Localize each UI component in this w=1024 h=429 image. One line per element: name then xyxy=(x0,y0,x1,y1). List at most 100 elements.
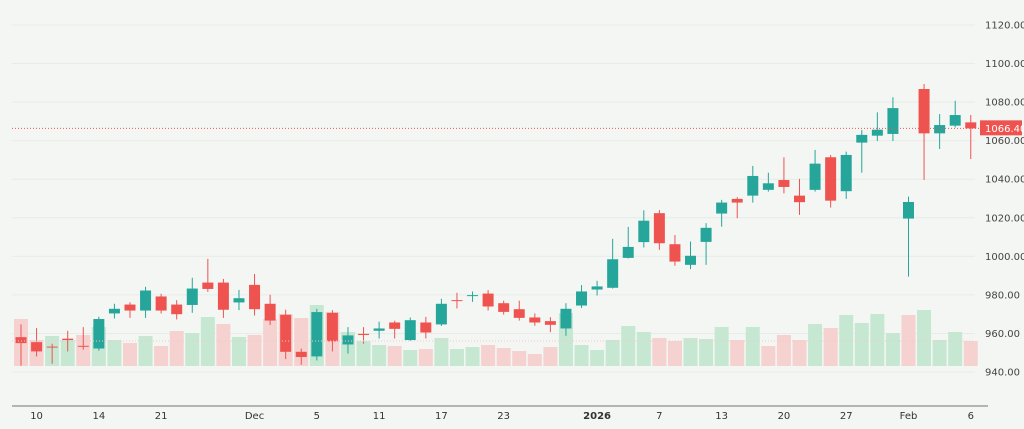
volume-bar xyxy=(543,347,558,366)
candle-body xyxy=(949,115,961,126)
candle-body xyxy=(435,303,447,325)
candle xyxy=(186,277,198,313)
volume-bar xyxy=(948,332,963,366)
y-tick-label: 960.00 xyxy=(985,329,1020,340)
candle-body xyxy=(778,180,790,187)
candle xyxy=(825,154,837,208)
volume-bar xyxy=(761,346,776,366)
y-tick-label: 1120.00 xyxy=(985,21,1024,32)
candle xyxy=(77,327,89,350)
candle-body xyxy=(202,282,214,289)
candle xyxy=(404,317,416,341)
candle-body xyxy=(794,195,805,203)
volume-bar xyxy=(185,333,200,366)
volume-bar xyxy=(808,324,823,366)
candle-body xyxy=(871,129,883,136)
candle-body xyxy=(762,183,774,190)
volume-bar xyxy=(590,350,605,366)
volume-bar xyxy=(823,328,838,366)
candle xyxy=(264,294,276,325)
candle-body xyxy=(685,255,697,265)
candle xyxy=(576,285,588,309)
y-tick-label: 1000.00 xyxy=(985,252,1024,263)
candle xyxy=(778,157,790,194)
candle-body xyxy=(155,296,167,311)
candle xyxy=(202,258,214,292)
candle xyxy=(560,303,572,336)
volume-bar xyxy=(932,340,947,366)
volume-bar xyxy=(854,323,869,366)
volume-bar xyxy=(885,333,900,366)
candle-body xyxy=(467,295,479,297)
volume-bar xyxy=(107,340,122,366)
volume-bar xyxy=(683,338,698,366)
candle-body xyxy=(264,303,276,321)
volume-bar xyxy=(667,341,682,366)
candle-body xyxy=(342,335,354,345)
last-price-label: 1066.40 xyxy=(985,124,1024,135)
volume-bar xyxy=(776,335,791,366)
candle-body xyxy=(124,304,136,311)
volume-bar xyxy=(387,346,402,366)
candle xyxy=(529,313,541,326)
candle xyxy=(934,114,946,149)
volume-bar xyxy=(745,327,760,366)
x-tick-label: 27 xyxy=(840,411,853,422)
volume-bar xyxy=(621,326,636,366)
volume-bar xyxy=(138,336,153,366)
volume-bar xyxy=(636,332,651,366)
candle xyxy=(794,178,805,215)
volume-bar xyxy=(963,341,978,366)
candle-body xyxy=(498,303,510,312)
volume-bar xyxy=(434,338,449,366)
x-axis[interactable]: 10 14 21 Dec 5 11 17 23 2026 7 13 20 27 Feb 6 xyxy=(12,405,988,422)
y-tick-label: 1060.00 xyxy=(985,136,1024,147)
candle xyxy=(809,149,821,192)
candle xyxy=(467,291,479,302)
candle-body xyxy=(217,282,229,310)
candle-body xyxy=(15,337,27,344)
y-tick-label: 1020.00 xyxy=(985,213,1024,224)
y-tick-label: 940.00 xyxy=(985,368,1020,379)
candle xyxy=(280,309,292,360)
y-tick-label: 1080.00 xyxy=(985,98,1024,109)
candle xyxy=(902,196,914,277)
candle-body xyxy=(576,291,588,306)
candle xyxy=(140,286,152,318)
candle-body xyxy=(965,122,977,129)
candle xyxy=(420,316,432,339)
candle-body xyxy=(420,322,432,333)
candle xyxy=(591,280,603,296)
volume-bar xyxy=(372,345,387,366)
volume-bar xyxy=(216,324,231,366)
y-axis[interactable]: 1120.00 1100.00 1080.00 1060.00 1040.00 1020.… xyxy=(985,21,1024,379)
candle xyxy=(622,226,634,259)
candle-body xyxy=(46,346,58,348)
volume-bar xyxy=(263,319,278,366)
volume-bar xyxy=(76,335,91,366)
x-tick-label: 17 xyxy=(435,411,448,422)
candle xyxy=(965,115,977,159)
candle xyxy=(482,290,494,311)
candle xyxy=(311,308,323,361)
candle xyxy=(949,100,961,128)
volume-bar xyxy=(901,315,916,366)
volume-bar xyxy=(714,327,729,366)
volume-bar xyxy=(231,337,246,366)
candle-body xyxy=(295,351,307,358)
candle xyxy=(731,197,743,219)
candle-body xyxy=(887,108,899,134)
volume-bar xyxy=(60,340,75,366)
candle-body xyxy=(669,244,681,262)
candle xyxy=(233,289,245,311)
y-tick-label: 980.00 xyxy=(985,290,1020,301)
x-tick-label: 5 xyxy=(314,411,320,422)
candle xyxy=(871,112,883,142)
volume-bar xyxy=(154,346,169,366)
candle-body xyxy=(249,284,261,310)
x-tick-label: 20 xyxy=(778,411,791,422)
volume-bar xyxy=(699,339,714,366)
candle xyxy=(435,298,447,326)
x-tick-label: 14 xyxy=(92,411,105,422)
